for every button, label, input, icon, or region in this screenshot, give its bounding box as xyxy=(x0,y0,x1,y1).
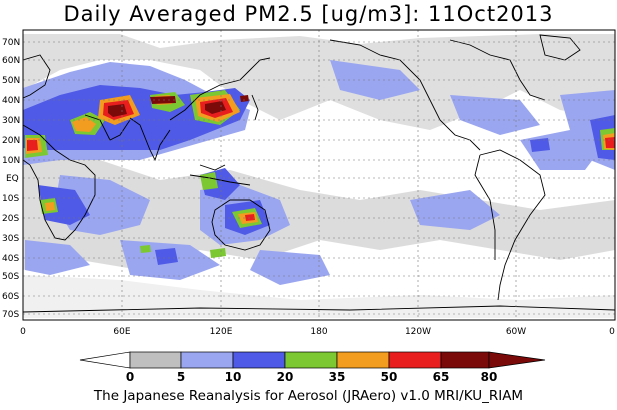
lon-label: 0 xyxy=(609,327,615,337)
colorbar-segment-7 xyxy=(440,351,490,369)
lat-label: 40N xyxy=(2,96,20,106)
lat-label: 60N xyxy=(2,56,20,66)
lat-label: 60S xyxy=(2,292,19,302)
lat-label: 50S xyxy=(2,272,19,282)
lon-label: 180 xyxy=(310,327,327,337)
lat-label: 40S xyxy=(2,254,19,264)
lon-label: 120E xyxy=(210,327,233,337)
lon-label: 60W xyxy=(506,327,526,337)
lat-label: 20N xyxy=(2,136,20,146)
lat-label: 70S xyxy=(2,310,19,320)
lon-label: 60E xyxy=(113,327,130,337)
lat-label: 50N xyxy=(2,76,20,86)
colorbar-tick: 80 xyxy=(481,370,498,384)
lon-axis-labels: 0 60E 120E 180 120W 60W 0 xyxy=(20,327,615,337)
lon-label: 0 xyxy=(20,327,26,337)
colorbar-tick: 10 xyxy=(225,370,242,384)
colorbar-segment-4 xyxy=(284,351,338,369)
colorbar-segment-3 xyxy=(232,351,286,369)
colorbar-segment-0 xyxy=(79,351,131,369)
lat-label: 10S xyxy=(2,194,19,204)
colorbar-segment-2 xyxy=(180,351,234,369)
lat-label: 70N xyxy=(2,38,20,48)
lat-label: 30S xyxy=(2,234,19,244)
footer-credit: The Japanese Reanalysis for Aerosol (JRA… xyxy=(93,388,524,404)
colorbar-segment-1 xyxy=(129,351,182,369)
lat-label: 10N xyxy=(2,156,20,166)
colorbar-tick-labels: 0 5 10 20 35 50 65 80 xyxy=(126,370,498,384)
colorbar-segment-5 xyxy=(336,351,390,369)
lat-label: 30N xyxy=(2,116,20,126)
colorbar-tick: 0 xyxy=(126,370,134,384)
map-title: Daily Averaged PM2.5 [ug/m3]: 11Oct2013 xyxy=(63,2,554,26)
coastlines xyxy=(23,34,615,313)
colorbar-tick: 35 xyxy=(329,370,346,384)
lat-label: 20S xyxy=(2,214,19,224)
colorbar-tick: 20 xyxy=(277,370,294,384)
lat-label: EQ xyxy=(6,174,19,184)
colorbar-tick: 5 xyxy=(177,370,185,384)
lat-lon-gridlines xyxy=(23,30,615,320)
colorbar-segment-6 xyxy=(388,351,442,369)
lat-axis-labels: 70N 60N 50N 40N 30N 20N 10N EQ 10S 20S 3… xyxy=(2,38,20,320)
colorbar-tick: 50 xyxy=(381,370,398,384)
colorbar-legend xyxy=(79,351,546,369)
colorbar-tick: 65 xyxy=(433,370,450,384)
lon-label: 120W xyxy=(405,327,431,337)
colorbar-segment-8 xyxy=(488,351,546,369)
